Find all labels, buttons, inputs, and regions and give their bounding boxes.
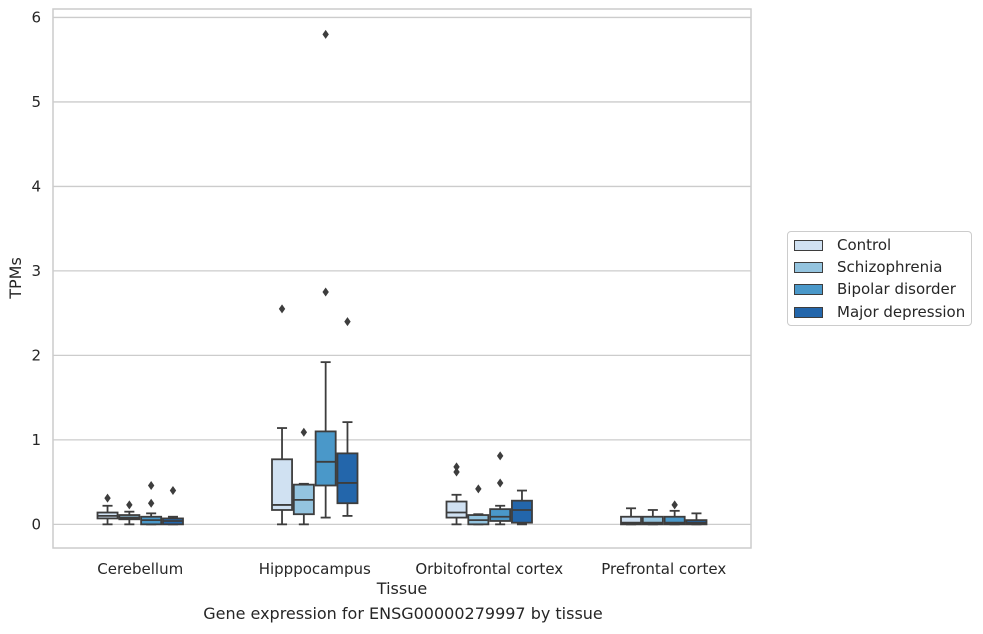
legend-label: Bipolar disorder (837, 280, 956, 298)
box-2-0 (445, 462, 468, 526)
legend-swatch-bipolar-disorder (794, 283, 823, 295)
legend-swatch-control (794, 239, 823, 251)
x-tick-label: Orbitofrontal cortex (415, 560, 563, 578)
box-3-3 (685, 512, 708, 526)
box-3-0 (620, 507, 642, 526)
y-tick-labels: 0 1 2 3 4 5 6 (31, 8, 41, 533)
box-2-3 (511, 489, 533, 526)
box-body (271, 458, 293, 511)
outlier-point (126, 500, 133, 510)
legend: Control Schizophrenia Bipolar disorder M… (787, 231, 972, 326)
legend-label: Major depression (837, 303, 966, 321)
outlier-point (475, 484, 482, 494)
box-2-1 (467, 484, 490, 526)
y-tick-label: 3 (31, 262, 41, 280)
chart-caption: Gene expression for ENSG00000279997 by t… (203, 604, 603, 623)
legend-item-control: Control (794, 235, 891, 255)
y-tick-label: 0 (31, 515, 41, 533)
legend-label: Schizophrenia (837, 258, 943, 276)
box-1-2 (314, 29, 337, 519)
box-0-1 (118, 500, 141, 526)
box-1-3 (336, 317, 359, 517)
box-body (641, 515, 664, 526)
y-tick-label: 5 (31, 93, 41, 111)
y-tick-label: 6 (31, 8, 41, 26)
outlier-point (344, 317, 351, 327)
box-body (336, 452, 359, 505)
box-body (445, 500, 468, 519)
box-marks (96, 29, 708, 526)
outlier-point (322, 29, 329, 39)
x-tick-label: Prefrontal cortex (601, 560, 726, 578)
plot-area (52, 8, 752, 549)
outlier-point (496, 451, 504, 461)
y-tick-label: 4 (31, 177, 41, 195)
gridlines (53, 16, 751, 525)
outlier-point (104, 493, 111, 503)
legend-label: Control (837, 236, 892, 254)
y-axis-label: TPMs (6, 257, 25, 300)
box-body (489, 508, 512, 522)
x-tick-labels: Cerebellum Hipppocampus Orbitofrontal cort… (97, 560, 726, 578)
x-axis-label: Tissue (376, 579, 427, 598)
outlier-point (147, 498, 155, 508)
box-3-2 (663, 500, 686, 526)
box-1-1 (292, 427, 315, 526)
outlier-point (278, 304, 286, 314)
x-tick-label: Hipppocampus (259, 560, 371, 578)
legend-item-schizophrenia: Schizophrenia (794, 257, 942, 277)
outlier-point (671, 500, 678, 510)
legend-item-major-depression: Major depression (794, 302, 965, 322)
box-2-2 (489, 451, 512, 526)
box-body (511, 499, 533, 524)
outlier-point (169, 486, 177, 496)
box-body (314, 430, 337, 487)
box-body (620, 515, 642, 526)
box-1-0 (271, 304, 293, 526)
outlier-point (300, 427, 308, 437)
outlier-point (322, 287, 329, 297)
legend-swatch-schizophrenia (794, 261, 823, 273)
y-tick-label: 2 (31, 346, 41, 364)
x-tick-label: Cerebellum (97, 560, 183, 578)
outlier-point (453, 462, 460, 472)
outlier-point (496, 478, 504, 488)
box-3-1 (641, 509, 664, 526)
box-0-0 (96, 493, 119, 526)
outlier-point (147, 480, 155, 490)
legend-swatch-major-depression (794, 306, 823, 318)
legend-item-bipolar-disorder: Bipolar disorder (794, 279, 956, 299)
box-0-2 (140, 480, 163, 526)
outlier-point (453, 467, 460, 477)
y-tick-label: 1 (31, 431, 41, 449)
box-0-3 (162, 486, 184, 526)
box-body (663, 515, 686, 526)
